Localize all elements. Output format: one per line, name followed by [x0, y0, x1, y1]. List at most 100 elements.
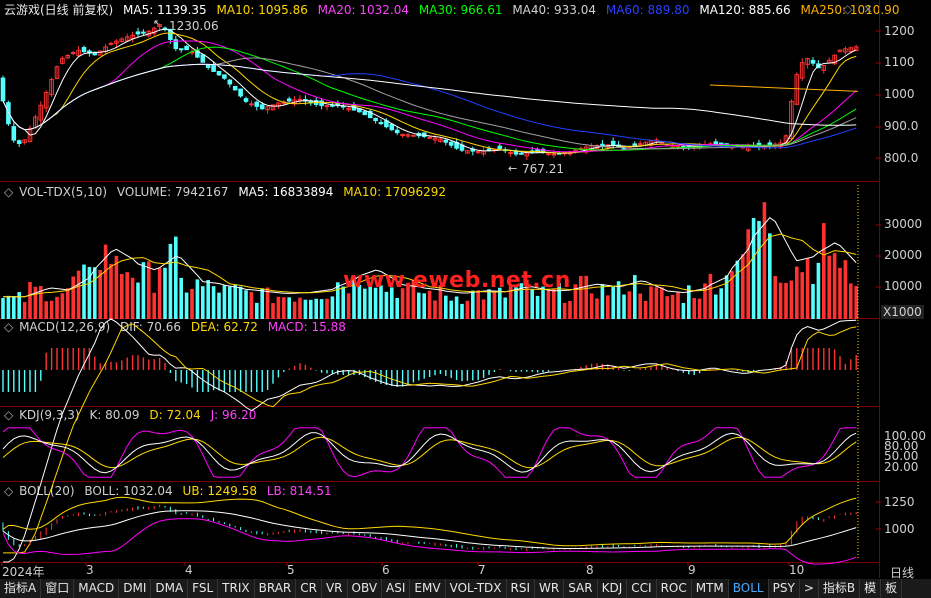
volume-bar — [103, 244, 108, 319]
candle-body — [394, 129, 400, 134]
volume-bar — [654, 287, 659, 319]
tab-indicator-a[interactable]: 指标A — [0, 579, 42, 598]
tab-asi[interactable]: ASI — [382, 579, 411, 598]
panel-divider — [0, 181, 880, 182]
tab-brar[interactable]: BRAR — [255, 579, 297, 598]
high-arrow-icon: ↖ — [153, 17, 163, 30]
candle-body — [211, 64, 216, 72]
kdj-header: ◇ KDJ(9,3,3) K: 80.09 D: 72.04 J: 96.20 — [4, 406, 262, 424]
volume-bar — [611, 286, 615, 319]
tab-cci[interactable]: CCI — [627, 579, 657, 598]
volume-bar — [638, 293, 642, 319]
diamond-icon[interactable]: ◇ — [843, 2, 853, 16]
collapse-icon[interactable]: ◇ — [4, 320, 14, 334]
volume-bar — [373, 287, 378, 319]
volume-bar — [184, 292, 189, 319]
tab-cr[interactable]: CR — [296, 579, 322, 598]
high-annotation: 1230.06 — [169, 19, 219, 33]
candle-body — [637, 143, 643, 146]
volume-bar — [762, 202, 767, 319]
candle-body — [227, 79, 233, 85]
x-label: 8 — [586, 563, 594, 577]
volume-bar — [460, 303, 464, 319]
candle-body — [0, 77, 6, 102]
tab-wr[interactable]: WR — [535, 579, 565, 598]
tab-macd[interactable]: MACD — [74, 579, 120, 598]
tab-roc[interactable]: ROC — [657, 579, 692, 598]
x-label: 2024年 — [2, 565, 45, 579]
candle-body — [168, 28, 173, 40]
tab-dmi[interactable]: DMI — [119, 579, 152, 598]
tab-template-2[interactable]: 板 — [881, 579, 903, 598]
volume-bar — [822, 223, 826, 319]
candle-body — [794, 74, 800, 105]
kdj-j: J: 96.20 — [210, 408, 257, 422]
volume-bar — [282, 297, 286, 319]
boll-mid-line — [2, 510, 857, 549]
tab-obv[interactable]: OBV — [348, 579, 383, 598]
volume-bar — [368, 285, 372, 319]
tab-fsl[interactable]: FSL — [188, 579, 219, 598]
tab-vol-tdx[interactable]: VOL-TDX — [446, 579, 507, 598]
close-icon[interactable]: × — [863, 2, 874, 16]
volume-bar — [600, 284, 605, 319]
tab-vr[interactable]: VR — [322, 579, 348, 598]
macd-header: ◇ MACD(12,26,9) DIF: 70.66 DEA: 62.72 MA… — [4, 318, 352, 336]
vol-header: ◇ VOL-TDX(5,10) VOLUME: 7942167 MA5: 168… — [4, 183, 452, 201]
tab-sar[interactable]: SAR — [564, 579, 598, 598]
volume-bar — [130, 277, 135, 319]
macd-dif: DIF: 70.66 — [120, 320, 181, 334]
vol-ma5: MA5: 16833894 — [238, 185, 334, 199]
collapse-icon[interactable]: ◇ — [4, 484, 14, 498]
tab-dma[interactable]: DMA — [151, 579, 189, 598]
volume-bar — [476, 290, 480, 319]
candle-body — [324, 105, 330, 108]
collapse-icon[interactable]: ◇ — [4, 185, 14, 199]
volume-bar — [206, 279, 210, 319]
volume-bar — [649, 286, 653, 319]
candle-body — [65, 54, 71, 59]
tab-boll[interactable]: BOLL — [728, 579, 769, 598]
volume-bar — [141, 262, 146, 319]
ma40-line — [2, 57, 857, 150]
vol-axis-label: 20000 — [884, 248, 923, 262]
tab-template-1[interactable]: 模 — [860, 579, 882, 598]
tab-window[interactable]: 窗口 — [41, 579, 75, 598]
tab-mtm[interactable]: MTM — [692, 579, 729, 598]
volume-bar — [233, 284, 237, 319]
volume-bar — [573, 284, 578, 319]
candle-body — [713, 141, 719, 146]
candle-body — [16, 140, 22, 145]
tab-psy[interactable]: PSY — [769, 579, 800, 598]
period-label[interactable]: 日线 — [890, 566, 915, 580]
tab-rsi[interactable]: RSI — [507, 579, 536, 598]
candle-body — [400, 133, 405, 137]
tab-indicator-b[interactable]: 指标B — [819, 579, 861, 598]
tab-emv[interactable]: EMV — [410, 579, 446, 598]
volume-bar — [120, 274, 124, 319]
candle-body — [297, 98, 303, 101]
volume-bar — [535, 295, 540, 319]
volume-bar — [589, 293, 594, 319]
volume-bar — [433, 300, 437, 319]
volume-bar — [778, 282, 783, 319]
volume-bar — [843, 260, 848, 319]
volume-bar — [741, 254, 745, 319]
boll-lb-line — [2, 518, 857, 565]
candle-body — [249, 103, 254, 106]
volume-bar — [190, 288, 194, 319]
kdj-k-line — [2, 432, 857, 474]
volume-bar — [697, 298, 702, 319]
ma60-value: MA60: 889.80 — [605, 3, 690, 17]
candle-body — [551, 153, 557, 156]
volume-bar — [298, 297, 302, 319]
x-label: 10 — [789, 563, 805, 577]
volume-bar — [66, 288, 70, 319]
price-axis-label: 900.0 — [884, 119, 919, 133]
tab-trix[interactable]: TRIX — [218, 579, 255, 598]
candle-body — [405, 134, 411, 137]
volume-bar — [444, 295, 448, 319]
tab-kdj[interactable]: KDJ — [598, 579, 628, 598]
collapse-icon[interactable]: ◇ — [4, 408, 14, 422]
tab-more-arrow[interactable]: > — [800, 579, 819, 598]
